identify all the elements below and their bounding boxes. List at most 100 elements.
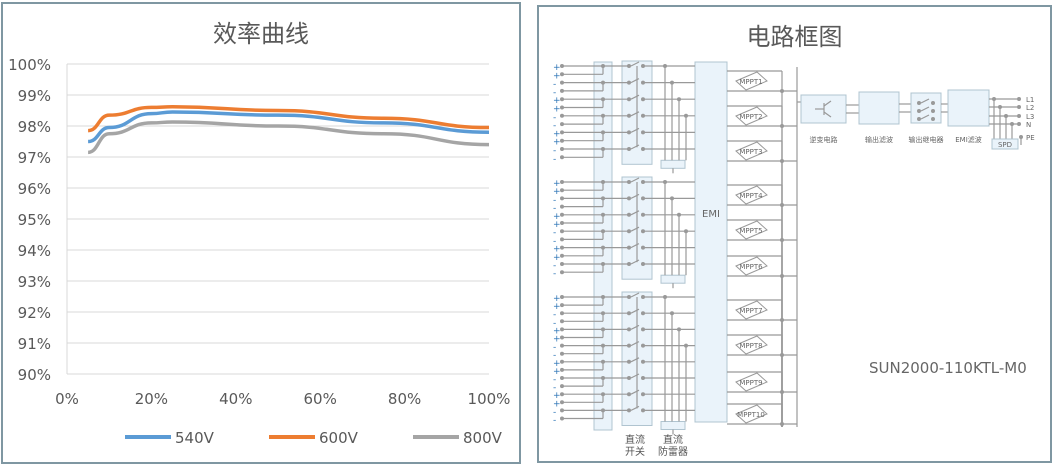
node <box>780 274 784 278</box>
node <box>627 229 631 234</box>
mppt-label: MPPT8 <box>739 342 762 350</box>
mppt-block <box>735 300 768 320</box>
polarity-sign: - <box>553 416 556 426</box>
polarity-sign: + <box>553 212 561 222</box>
node <box>677 97 681 102</box>
polarity-sign: + <box>553 302 561 312</box>
output-label: N <box>1026 121 1031 129</box>
node <box>677 212 681 217</box>
y-tick-label: 95% <box>18 211 51 229</box>
node <box>627 327 631 332</box>
node <box>917 109 921 113</box>
switch-blade <box>630 226 640 232</box>
polarity-sign: - <box>553 375 556 385</box>
y-tick-label: 90% <box>18 366 51 384</box>
dc-switch-label: 直流 <box>625 433 645 446</box>
node <box>670 311 674 316</box>
polarity-sign: + <box>553 253 561 263</box>
dc-spd-box <box>660 421 686 430</box>
node <box>627 295 631 299</box>
block-label: 逆变电路 <box>810 135 838 144</box>
node <box>627 130 631 135</box>
x-tick-label: 20% <box>135 390 168 408</box>
x-tick-label: 0% <box>55 390 79 408</box>
polarity-sign: - <box>553 146 556 156</box>
polarity-sign: + <box>553 220 561 230</box>
x-tick-label: 80% <box>388 390 421 408</box>
diagram-title: 电路框图 <box>746 23 843 51</box>
dc-spd-box <box>660 159 686 169</box>
efficiency-chart: 90% 91% 92% 93% 94% 95% 96% 97% 98% 99% 100% 0% 20% 4… <box>8 56 510 447</box>
output-label: L3 <box>1026 113 1034 121</box>
polarity-sign: + <box>553 96 561 106</box>
node <box>931 109 935 113</box>
node <box>627 343 631 348</box>
dc-spd-box <box>660 274 686 284</box>
node <box>780 390 784 394</box>
polarity-sign: + <box>553 105 561 115</box>
block-1 <box>858 91 900 125</box>
polarity-sign: + <box>553 187 561 197</box>
switch-blade <box>630 292 640 298</box>
node <box>780 422 784 426</box>
polarity-sign: - <box>553 154 556 164</box>
spd-label: SPD <box>998 141 1012 149</box>
polarity-sign: - <box>553 236 556 246</box>
polarity-sign: + <box>553 359 561 369</box>
node <box>780 238 784 242</box>
block-3 <box>947 89 990 127</box>
node <box>670 196 674 201</box>
node <box>627 212 631 217</box>
polarity-sign: - <box>553 113 556 123</box>
series-line-540V <box>87 110 490 144</box>
node <box>627 359 631 364</box>
node <box>677 327 681 332</box>
node <box>780 89 784 93</box>
polarity-sign: - <box>553 80 556 90</box>
switch-blade <box>920 114 930 120</box>
node <box>1017 122 1021 126</box>
node <box>1017 105 1021 109</box>
node <box>627 147 631 151</box>
switch-blade <box>630 61 640 67</box>
polarity-sign: - <box>553 310 556 320</box>
mppt-label: MPPT7 <box>739 307 762 315</box>
polarity-sign: - <box>553 88 556 98</box>
polarity-sign: + <box>553 335 561 345</box>
block-label: 输出滤波 <box>865 135 893 144</box>
model-label: SUN2000-110KTL-M0 <box>869 359 1027 377</box>
polarity-sign: - <box>553 269 556 279</box>
mppt-block <box>735 404 768 424</box>
output-label: L2 <box>1026 104 1034 112</box>
node <box>931 117 935 121</box>
spd-box <box>991 138 1019 150</box>
polarity-sign: + <box>553 326 561 336</box>
node <box>917 101 921 105</box>
polarity-sign: - <box>553 195 556 205</box>
switch-blade <box>630 127 640 133</box>
mppt-label: MPPT4 <box>739 192 763 200</box>
switch-blade <box>630 308 640 314</box>
switch-blade <box>630 111 640 117</box>
node <box>1017 114 1021 118</box>
switch-blade <box>630 144 640 150</box>
polarity-sign: - <box>553 318 556 328</box>
y-tick-label: 94% <box>18 242 51 260</box>
node <box>1017 97 1021 101</box>
switch-blade <box>630 259 640 265</box>
polarity-sign: + <box>553 71 561 81</box>
polarity-sign: - <box>553 343 556 353</box>
transistor-icon <box>823 100 832 107</box>
node <box>627 245 631 250</box>
legend-label: 600V <box>319 429 359 447</box>
node <box>627 408 631 413</box>
polarity-sign: + <box>553 245 561 255</box>
y-tick-label: 96% <box>18 180 51 198</box>
emi-box <box>694 61 728 423</box>
polarity-sign: + <box>553 63 561 73</box>
polarity-sign: + <box>553 294 561 304</box>
polarity-sign: - <box>553 121 556 131</box>
output-label: L1 <box>1026 96 1034 104</box>
circuit-diagram-panel: 电路框图 EMI + + - - + + - - + + - - + + - - + + - - + + - - + + - - + + - -… <box>537 5 1052 463</box>
node <box>627 180 631 184</box>
